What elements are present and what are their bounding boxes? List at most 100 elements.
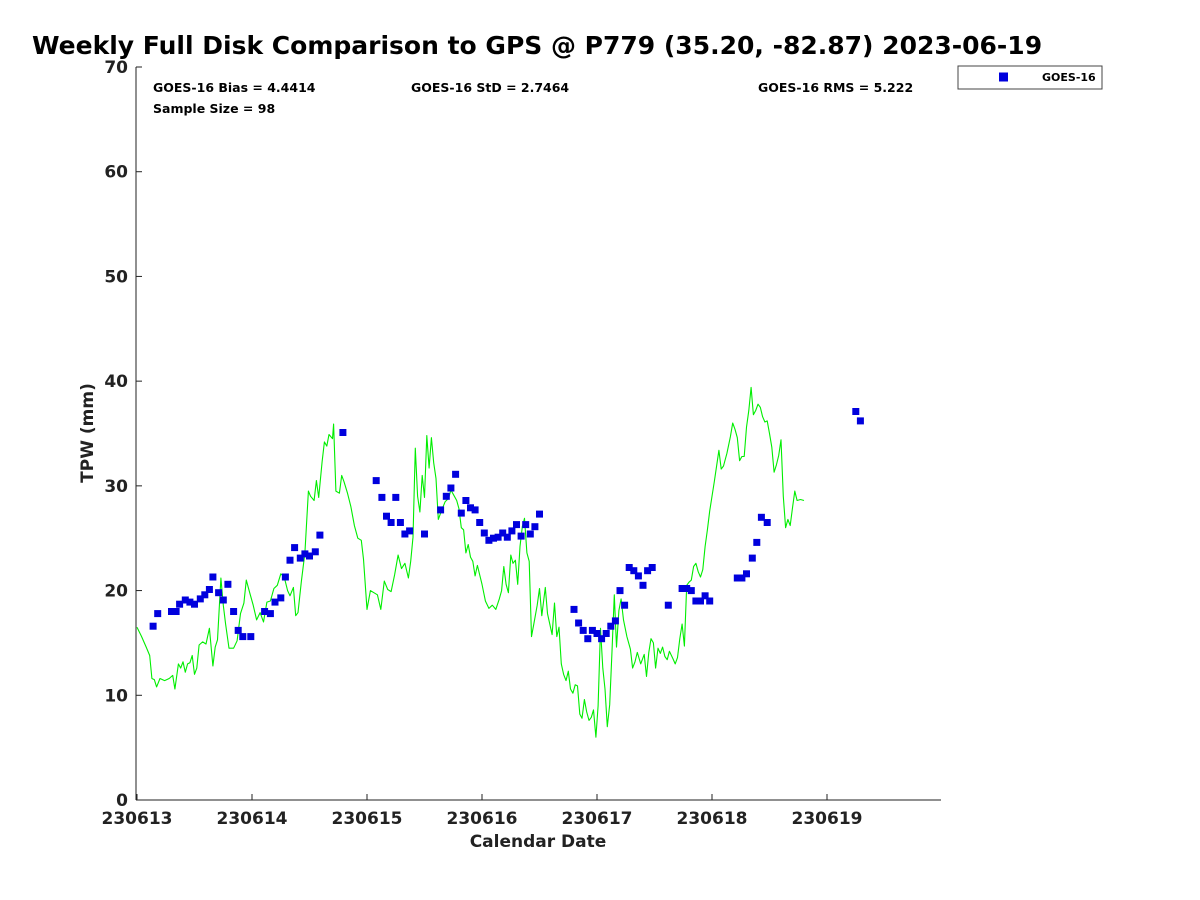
y-tick-label: 10 — [104, 686, 128, 706]
scatter-point — [457, 509, 465, 517]
scatter-point — [763, 519, 771, 526]
legend-box — [957, 65, 1103, 90]
scatter-point — [570, 605, 578, 613]
scatter-point — [215, 589, 223, 597]
scatter-point — [639, 581, 647, 589]
scatter-point — [230, 608, 238, 615]
scatter-point — [598, 635, 606, 643]
scatter-point — [611, 617, 619, 625]
scatter-point — [602, 630, 610, 637]
scatter-point — [392, 493, 400, 501]
scatter-point — [522, 521, 530, 529]
scatter-point — [186, 598, 194, 606]
scatter-point — [471, 506, 479, 514]
scatter-point — [513, 521, 520, 529]
scatter-point — [301, 550, 309, 558]
x-tick-label: 230618 — [677, 809, 748, 829]
scatter-point — [296, 554, 304, 562]
x-tick-label: 230616 — [447, 809, 518, 829]
scatter-point — [733, 574, 741, 582]
scatter-point — [503, 533, 511, 541]
scatter-point — [172, 608, 180, 615]
x-tick-label: 230617 — [562, 809, 633, 829]
scatter-point — [261, 608, 269, 615]
scatter-point — [224, 580, 232, 588]
scatter-point — [575, 619, 583, 627]
scatter-point — [168, 608, 175, 615]
scatter-point — [271, 598, 279, 606]
scatter-point — [584, 635, 592, 643]
series-layer — [136, 386, 864, 738]
y-tick-label: 40 — [104, 372, 128, 392]
y-tick-label: 30 — [104, 477, 128, 497]
stat-std: GOES-16 StD = 2.7464 — [411, 80, 569, 95]
scatter-point — [281, 573, 289, 581]
scatter-point — [531, 523, 539, 531]
stat-sample-size: Sample Size = 98 — [153, 101, 275, 116]
scatter-point — [149, 622, 157, 630]
scatter-point — [706, 597, 714, 605]
scatter-point — [181, 596, 189, 604]
scatter-point — [536, 510, 543, 518]
scatter-point — [234, 626, 242, 634]
scatter-point — [616, 587, 624, 595]
stat-bias: GOES-16 Bias = 4.4414 — [153, 80, 316, 95]
stat-rms: GOES-16 RMS = 5.222 — [758, 80, 913, 95]
scatter-point — [757, 513, 765, 521]
y-axis-ticks: 0 10 20 30 40 50 60 70 — [104, 58, 142, 811]
scatter-point — [462, 497, 470, 504]
scatter-point — [476, 519, 484, 526]
scatter-point — [311, 548, 319, 556]
y-tick-label: 20 — [104, 582, 128, 602]
y-tick-label: 0 — [116, 791, 128, 811]
scatter-point — [437, 506, 445, 514]
scatter-point — [442, 492, 450, 500]
scatter-point — [701, 592, 709, 600]
scatter-point — [154, 610, 162, 618]
scatter-point — [239, 633, 247, 641]
scatter-point — [485, 536, 493, 544]
scatter-point — [588, 626, 596, 634]
y-tick-label: 50 — [104, 267, 128, 287]
scatter-point — [191, 600, 198, 608]
scatter-point — [196, 595, 204, 603]
scatter-point — [526, 530, 534, 538]
scatter-point — [743, 570, 750, 578]
scatter-point — [266, 610, 274, 618]
scatter-point — [630, 567, 638, 575]
scatter-point — [480, 529, 488, 537]
y-tick-label: 70 — [104, 58, 128, 78]
scatter-point — [692, 597, 700, 605]
scatter-point — [499, 529, 507, 537]
legend: GOES-16 — [957, 65, 1103, 90]
scatter-point — [697, 597, 704, 605]
scatter-point — [378, 493, 386, 501]
scatter-point — [406, 527, 414, 535]
legend-marker — [999, 72, 1008, 82]
scatter-point — [452, 470, 460, 478]
scatter-point — [277, 594, 285, 602]
scatter-point — [517, 532, 525, 540]
scatter-point — [339, 429, 347, 436]
scatter-point — [748, 554, 756, 562]
scatter-point — [401, 530, 409, 538]
scatter-point — [687, 587, 695, 595]
scatter-point — [644, 567, 652, 575]
x-tick-label: 230613 — [102, 809, 173, 829]
scatter-point — [494, 533, 502, 541]
y-tick-label: 60 — [104, 163, 128, 183]
scatter-point — [176, 600, 184, 608]
series-scatter-goes16 — [149, 408, 864, 643]
scatter-point — [306, 552, 313, 560]
scatter-point — [508, 527, 516, 535]
scatter-point — [625, 564, 633, 571]
scatter-point — [247, 633, 255, 641]
scatter-point — [664, 601, 672, 609]
scatter-point — [209, 573, 217, 581]
x-tick-label: 230614 — [217, 809, 288, 829]
scatter-point — [316, 531, 324, 539]
x-axis-label: Calendar Date — [470, 832, 607, 852]
scatter-point — [205, 586, 213, 593]
scatter-point — [372, 477, 380, 485]
